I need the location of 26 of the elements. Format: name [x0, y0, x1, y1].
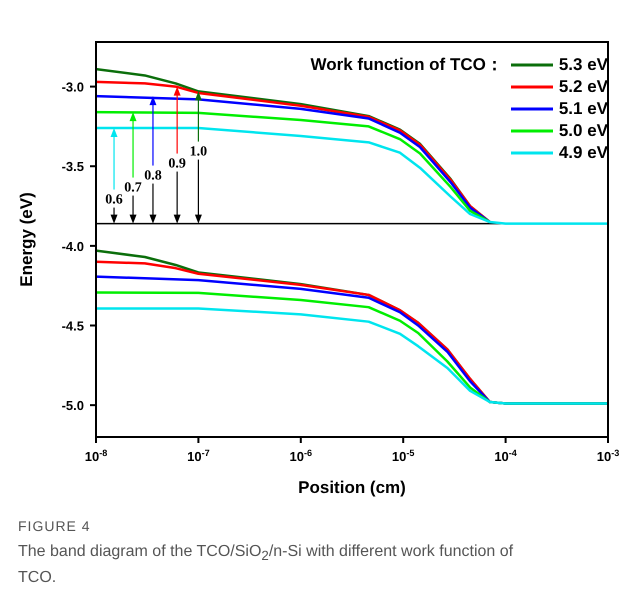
x-tick-label: 10$^{-6}$ [290, 448, 312, 464]
legend-label: 5.2 eV [558, 77, 608, 97]
y-tick-label: -4.5 [62, 318, 84, 334]
legend-label: 5.1 eV [558, 99, 608, 119]
x-tick-label: 10$^{-4}$ [494, 448, 518, 464]
y-tick-label: -3.0 [62, 80, 84, 95]
annotation: 0.7 [124, 180, 142, 196]
legend-title: Work function of TCO： [310, 54, 503, 76]
x-tick-label: 10$^{-5}$ [392, 448, 414, 464]
legend-label: 4.9 eV [558, 143, 608, 163]
x-tick-label: 10$^{-3}$ [596, 448, 620, 464]
annotation: 0.8 [144, 168, 162, 184]
y-tick-label: -4.0 [62, 238, 84, 254]
caption: FIGURE 4 [18, 517, 92, 536]
legend-label: 5.3 eV [558, 55, 608, 75]
text: The band diagram of the TCO/SiO$_{2}$/n-Si with different work function of TCO. [18, 543, 514, 586]
y-tick-label: -5.0 [62, 398, 84, 414]
legend-label: 5.0 eV [558, 121, 608, 141]
x-tick-label: 10$^{-8}$ [84, 448, 108, 464]
x-tick-label: 10$^{-7}$ [187, 448, 210, 464]
annotation: 0.6 [105, 192, 123, 208]
annotation: 0.9 [168, 156, 186, 172]
y-tick-label: -3.5 [62, 159, 84, 174]
x-axis-title: Position (cm) [298, 478, 406, 497]
annotation: 1.0 [190, 144, 208, 160]
y-axis-title: Energy (eV) [17, 192, 36, 287]
